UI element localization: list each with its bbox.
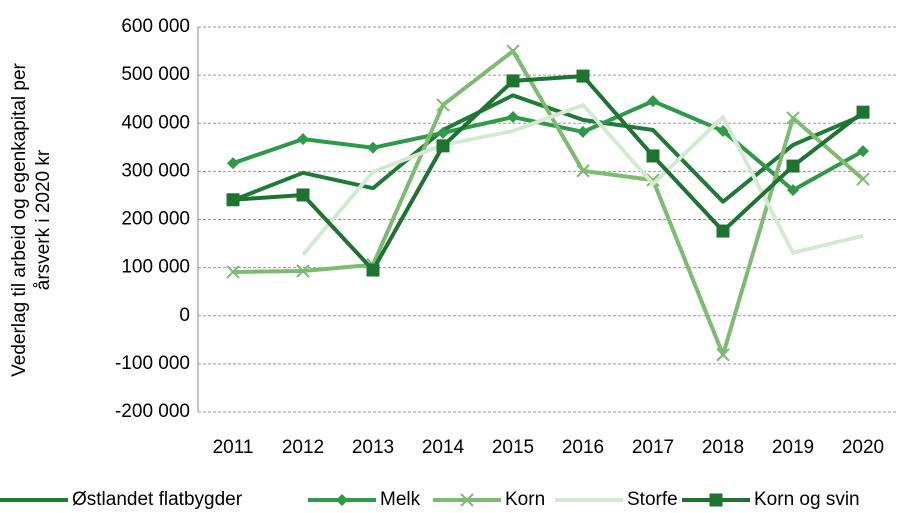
legend-label: Melk <box>380 489 421 510</box>
series-line <box>232 74 865 273</box>
y-tick-label: 0 <box>179 305 190 326</box>
legend-label: Korn <box>505 489 545 510</box>
x-tick-label: 2018 <box>702 437 744 458</box>
x-tick-label: 2019 <box>772 437 814 458</box>
data-point <box>297 133 309 146</box>
data-point <box>787 184 799 197</box>
data-point <box>436 139 450 153</box>
data-point <box>646 149 660 163</box>
data-point <box>716 348 730 362</box>
data-point <box>856 172 870 186</box>
data-point <box>856 105 870 119</box>
y-tick-label: -200 000 <box>115 401 190 422</box>
y-tick-label: 500 000 <box>121 64 190 85</box>
data-point <box>226 193 240 207</box>
x-tick-label: 2014 <box>422 437 465 458</box>
data-point <box>226 265 240 279</box>
data-point <box>646 173 660 187</box>
data-point <box>367 141 379 154</box>
legend-label: Korn og svin <box>754 489 860 510</box>
y-tick-label: 100 000 <box>121 257 190 278</box>
data-point <box>437 126 449 139</box>
data-point <box>647 95 659 108</box>
y-axis-title: årsverk i 2020 kr <box>33 149 54 290</box>
y-tick-label: -100 000 <box>115 353 190 374</box>
x-tick-label: 2015 <box>492 437 534 458</box>
data-point <box>576 164 590 178</box>
data-point <box>786 159 800 173</box>
data-point <box>576 69 590 83</box>
x-tick-label: 2017 <box>632 437 674 458</box>
data-point <box>857 145 869 158</box>
data-point <box>507 110 519 123</box>
series-line <box>301 102 864 256</box>
x-tick-label: 2012 <box>282 437 324 458</box>
data-point <box>227 157 239 170</box>
data-point <box>436 98 450 112</box>
y-tick-label: 200 000 <box>121 209 190 230</box>
legend-marker <box>460 493 474 507</box>
data-point <box>506 74 520 88</box>
y-tick-label: 300 000 <box>121 160 190 181</box>
legend-marker <box>709 493 723 507</box>
data-point <box>296 188 310 202</box>
x-tick-label: 2020 <box>842 437 884 458</box>
y-tick-label: 400 000 <box>121 112 190 133</box>
y-tick-label: 600 000 <box>121 16 190 37</box>
x-tick-label: 2011 <box>213 437 254 458</box>
legend-label: Storfe <box>627 489 678 510</box>
series-line <box>232 49 865 357</box>
legend-marker <box>336 494 348 506</box>
data-point <box>506 44 520 58</box>
data-point <box>577 125 589 138</box>
data-point <box>296 264 310 278</box>
data-point <box>717 124 729 137</box>
data-point <box>716 224 730 238</box>
y-axis-title: Vederlag til arbeid og egenkapital per <box>9 62 30 376</box>
x-tick-label: 2016 <box>562 437 604 458</box>
legend-label: Østlandet flatbygder <box>72 489 243 510</box>
data-point <box>366 263 380 277</box>
x-tick-label: 2013 <box>352 437 394 458</box>
series-line <box>232 99 864 193</box>
data-point <box>786 111 800 125</box>
